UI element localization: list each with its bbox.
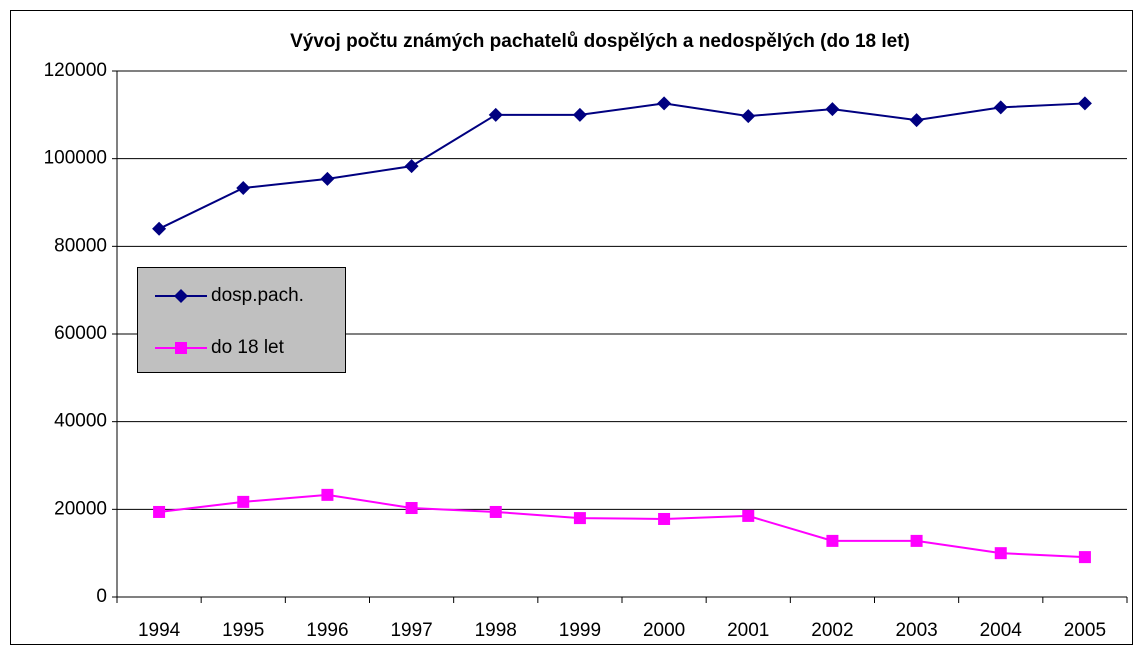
marker (910, 534, 923, 547)
marker (1077, 96, 1092, 111)
marker (321, 488, 334, 501)
marker (320, 171, 335, 186)
marker (573, 512, 586, 525)
marker (489, 505, 502, 518)
legend-box (137, 267, 346, 373)
legend: dosp.pach. do 18 let (137, 267, 346, 373)
marker (993, 100, 1008, 115)
marker (658, 512, 671, 525)
chart-title: Vývoj počtu známých pachatelů dospělých … (290, 31, 910, 52)
y-tick-label: 80000 (54, 235, 107, 256)
marker (236, 181, 251, 196)
x-tick-label: 1999 (559, 620, 601, 641)
x-tick-label: 2003 (895, 620, 937, 641)
marker (909, 113, 924, 128)
x-tick-label: 2000 (643, 620, 685, 641)
x-tick-label: 1995 (222, 620, 264, 641)
x-tick-label: 2002 (811, 620, 853, 641)
marker (405, 502, 418, 515)
marker (572, 107, 587, 122)
y-tick-label: 40000 (54, 411, 107, 432)
y-tick-label: 20000 (54, 498, 107, 519)
legend-label: do 18 let (211, 337, 285, 358)
x-tick-label: 1998 (475, 620, 517, 641)
y-tick-label: 0 (96, 586, 107, 607)
marker (741, 109, 756, 124)
marker (1078, 551, 1091, 564)
marker (488, 107, 503, 122)
marker (174, 289, 188, 303)
x-tick-label: 1994 (138, 620, 181, 641)
marker (175, 342, 187, 354)
marker (153, 505, 166, 518)
x-tick-label: 2005 (1064, 620, 1106, 641)
x-tick-label: 1997 (390, 620, 432, 641)
x-tick-label: 2004 (980, 620, 1023, 641)
legend-label: dosp.pach. (211, 285, 304, 306)
marker (742, 509, 755, 522)
x-tick-label: 2001 (727, 620, 769, 641)
marker (237, 495, 250, 508)
series-line (158, 493, 1085, 559)
marker (826, 534, 839, 547)
x-tick-label: 1996 (306, 620, 348, 641)
marker (152, 221, 167, 236)
marker (657, 96, 672, 111)
marker (825, 102, 840, 117)
marker (994, 547, 1007, 560)
series-line (158, 102, 1085, 230)
y-tick-label: 100000 (44, 148, 107, 169)
y-tick-label: 120000 (44, 60, 107, 81)
y-tick-label: 60000 (54, 323, 107, 344)
marker (404, 159, 419, 174)
